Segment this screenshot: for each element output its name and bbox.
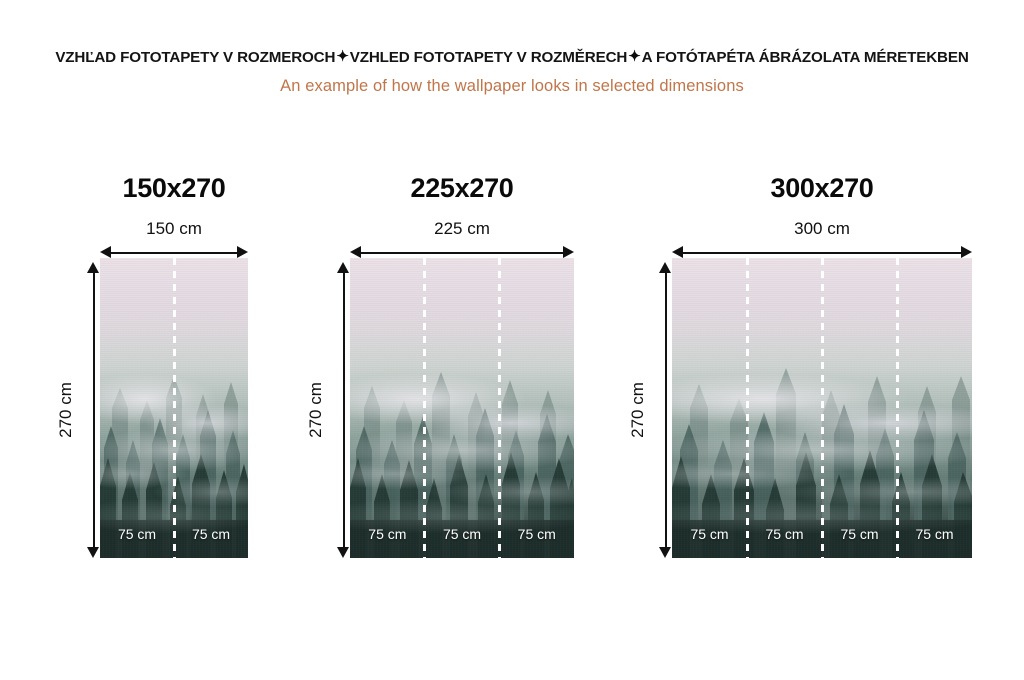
wallpaper-preview: 75 cm 75 cm 75 cm 75 cm <box>672 258 972 558</box>
width-arrow-icon <box>100 246 248 259</box>
strip-divider <box>820 258 824 558</box>
strip-label: 75 cm <box>915 526 954 542</box>
strip-label: 75 cm <box>191 526 231 542</box>
strip-label: 75 cm <box>117 526 157 542</box>
height-measure: 270 cm <box>48 262 100 558</box>
header-title-line: VZHĽAD FOTOTAPETY V ROZMEROCH ✦ VZHLED F… <box>0 48 1024 68</box>
photo-mist-layer <box>350 258 574 558</box>
strip-label: 75 cm <box>368 526 407 542</box>
wallpaper-preview: 75 cm 75 cm <box>100 258 248 558</box>
width-label: 300 cm <box>794 219 850 238</box>
strip-label: 75 cm <box>442 526 482 542</box>
strip-divider <box>172 258 176 558</box>
strip-label: 75 cm <box>840 526 879 542</box>
wallpaper-preview: 75 cm 75 cm 75 cm <box>350 258 574 558</box>
strip-divider <box>745 258 749 558</box>
width-measure: 225 cm <box>350 218 574 258</box>
forest-photo <box>350 258 574 558</box>
strip-divider <box>895 258 899 558</box>
width-measure: 300 cm <box>672 218 972 258</box>
strip-divider <box>423 258 427 558</box>
header: VZHĽAD FOTOTAPETY V ROZMEROCH ✦ VZHLED F… <box>0 48 1024 97</box>
strip-label: 75 cm <box>690 526 729 542</box>
width-arrow-icon <box>350 246 574 259</box>
width-label: 225 cm <box>434 219 490 238</box>
width-label: 150 cm <box>146 219 202 238</box>
height-arrow-icon <box>659 262 672 558</box>
height-label: 270 cm <box>306 382 325 438</box>
width-measure: 150 cm <box>100 218 248 258</box>
panel-title: 150x270 <box>122 173 226 203</box>
strip-label: 75 cm <box>517 526 556 542</box>
panel-title: 300x270 <box>770 173 874 203</box>
strip-label: 75 cm <box>765 526 804 542</box>
header-title-segment-hu: A FOTÓTAPÉTA ÁBRÁZOLATA MÉRETEKBEN <box>641 49 969 66</box>
width-arrow-icon <box>672 246 972 259</box>
sparkle-icon: ✦ <box>336 48 349 65</box>
height-arrow-icon <box>337 262 350 558</box>
header-subtitle: An example of how the wallpaper looks in… <box>280 77 744 95</box>
strip-divider <box>498 258 502 558</box>
photo-grain-layer <box>350 258 574 558</box>
height-arrow-icon <box>87 262 100 558</box>
panel-title: 225x270 <box>410 173 514 203</box>
header-title-segment-cs: VZHLED FOTOTAPETY V ROZMĚRECH <box>349 49 628 66</box>
header-title-segment-sk: VZHĽAD FOTOTAPETY V ROZMEROCH <box>55 49 336 66</box>
height-measure: 270 cm <box>298 262 350 558</box>
height-label: 270 cm <box>56 382 75 438</box>
height-label: 270 cm <box>628 382 647 438</box>
height-measure: 270 cm <box>620 262 672 558</box>
sparkle-icon: ✦ <box>628 48 641 65</box>
